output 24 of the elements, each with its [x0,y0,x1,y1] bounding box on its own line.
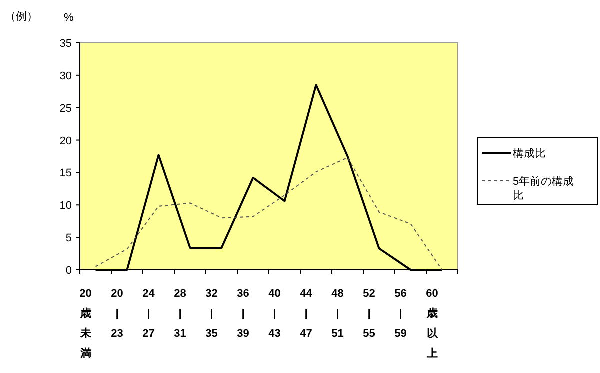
x-tick-label: 24|27 [142,288,156,340]
y-tick-label: 0 [66,265,72,277]
legend-label: 構成比 [513,147,546,160]
y-tick-label: 15 [60,168,72,180]
y-tick-label: 35 [60,38,72,50]
x-tick-label: 28|31 [174,288,186,340]
y-axis-title: % [64,12,74,24]
x-tick-label: 44|47 [300,288,314,340]
x-tick-label: 32|35 [206,288,218,340]
text: （例） [5,11,38,23]
y-tick-label: 20 [60,135,72,148]
y-tick-label: 5 [66,232,72,245]
x-tick-label: 40|43 [268,288,281,340]
y-tick-label: 10 [60,200,72,212]
x-tick-label: 20歳未満 [79,288,92,360]
y-tick-label: 30 [60,70,72,82]
x-tick-label: 52|55 [363,288,376,340]
y-tick-label: 25 [60,102,72,115]
legend-label: 5年前の構成比 [513,175,574,202]
x-tick-label: 36|39 [237,288,250,340]
x-tick-label: 56|59 [394,288,407,340]
x-tick-label: 20|23 [111,288,124,340]
x-tick-label: 60歳以上 [426,288,439,360]
x-tick-label: 48|51 [332,288,344,340]
